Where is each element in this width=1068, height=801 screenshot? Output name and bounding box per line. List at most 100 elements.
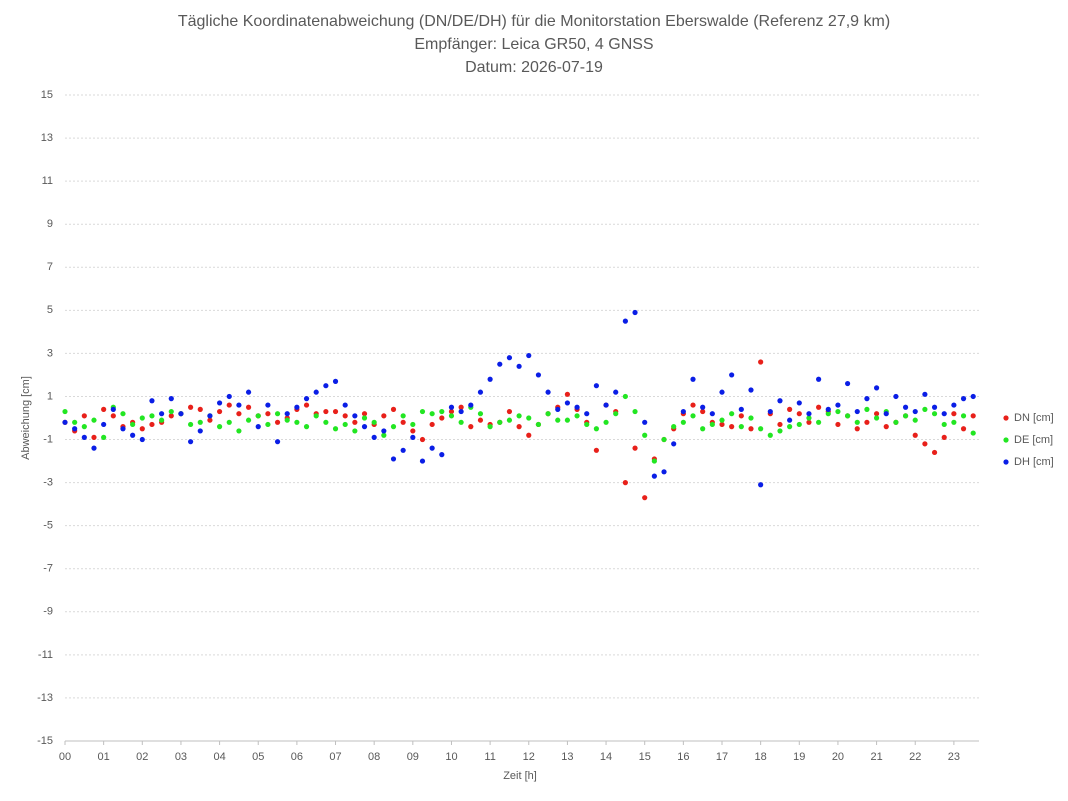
chart-subtitle: Datum: 2026-07-19 bbox=[465, 59, 603, 76]
point bbox=[226, 393, 232, 400]
legend-marker bbox=[1003, 459, 1009, 465]
point bbox=[313, 389, 319, 395]
point bbox=[419, 408, 426, 415]
point bbox=[912, 432, 918, 438]
point bbox=[468, 424, 474, 430]
y-tick-label: 1 bbox=[47, 390, 53, 402]
x-axis-label: Zeit [h] bbox=[503, 770, 537, 782]
point bbox=[439, 415, 445, 421]
y-tick-label: 11 bbox=[42, 175, 53, 187]
point bbox=[951, 419, 957, 425]
point bbox=[477, 417, 484, 423]
point bbox=[893, 419, 899, 425]
point bbox=[81, 434, 87, 440]
y-tick-label: 13 bbox=[41, 132, 53, 144]
point bbox=[274, 419, 281, 425]
point bbox=[796, 400, 802, 406]
point bbox=[497, 361, 503, 367]
point bbox=[738, 424, 744, 430]
point bbox=[303, 402, 310, 408]
point bbox=[332, 426, 339, 432]
y-tick-label: -13 bbox=[37, 692, 53, 704]
point bbox=[642, 432, 648, 438]
point bbox=[255, 424, 261, 430]
point bbox=[835, 421, 841, 428]
point bbox=[864, 419, 870, 425]
point bbox=[845, 413, 851, 419]
point bbox=[758, 359, 764, 365]
point bbox=[101, 421, 107, 428]
point bbox=[439, 452, 445, 458]
point bbox=[361, 424, 368, 430]
point bbox=[236, 402, 242, 408]
point bbox=[873, 411, 880, 417]
point bbox=[845, 380, 851, 387]
point bbox=[854, 408, 860, 415]
point bbox=[207, 417, 213, 423]
point bbox=[719, 389, 725, 395]
point bbox=[941, 421, 947, 428]
point bbox=[458, 419, 464, 425]
point bbox=[796, 411, 802, 417]
point bbox=[767, 408, 773, 415]
point bbox=[216, 408, 223, 415]
point bbox=[873, 385, 880, 391]
point bbox=[700, 426, 706, 432]
point bbox=[593, 383, 599, 389]
point bbox=[729, 424, 735, 430]
point bbox=[352, 428, 358, 434]
point bbox=[951, 402, 957, 408]
point bbox=[593, 447, 599, 453]
point bbox=[661, 436, 667, 443]
y-tick-label: -15 bbox=[37, 735, 53, 747]
point bbox=[825, 411, 831, 417]
point bbox=[584, 421, 590, 428]
point bbox=[873, 415, 880, 421]
point bbox=[806, 411, 812, 417]
point bbox=[738, 413, 744, 419]
point bbox=[458, 404, 464, 410]
point bbox=[236, 411, 242, 417]
point bbox=[274, 439, 281, 445]
point bbox=[526, 352, 532, 359]
x-tick-label: 02 bbox=[136, 751, 148, 763]
point bbox=[613, 411, 619, 417]
point bbox=[632, 408, 638, 415]
point bbox=[671, 424, 677, 430]
point bbox=[777, 421, 783, 428]
point bbox=[777, 428, 783, 434]
point bbox=[419, 458, 426, 464]
point bbox=[497, 419, 503, 425]
point bbox=[188, 421, 194, 428]
x-tick-label: 22 bbox=[909, 751, 921, 763]
point bbox=[960, 426, 967, 432]
point bbox=[767, 432, 773, 438]
point bbox=[130, 421, 136, 428]
point bbox=[62, 419, 68, 425]
point bbox=[245, 404, 252, 410]
point bbox=[390, 406, 397, 412]
point bbox=[110, 406, 116, 412]
point bbox=[284, 417, 290, 423]
x-tick-label: 16 bbox=[677, 751, 689, 763]
point bbox=[371, 434, 377, 440]
point bbox=[642, 495, 648, 501]
point bbox=[796, 421, 802, 428]
point bbox=[970, 393, 976, 400]
point bbox=[671, 441, 677, 447]
point bbox=[139, 415, 145, 421]
point bbox=[197, 428, 203, 434]
point bbox=[709, 411, 715, 417]
point bbox=[854, 426, 860, 432]
point bbox=[787, 406, 793, 412]
point bbox=[361, 411, 368, 417]
point bbox=[951, 411, 957, 417]
point bbox=[294, 419, 300, 425]
point bbox=[371, 419, 377, 425]
point bbox=[516, 424, 522, 430]
point bbox=[902, 413, 909, 419]
point bbox=[893, 393, 899, 400]
point bbox=[651, 458, 657, 464]
point bbox=[477, 411, 484, 417]
